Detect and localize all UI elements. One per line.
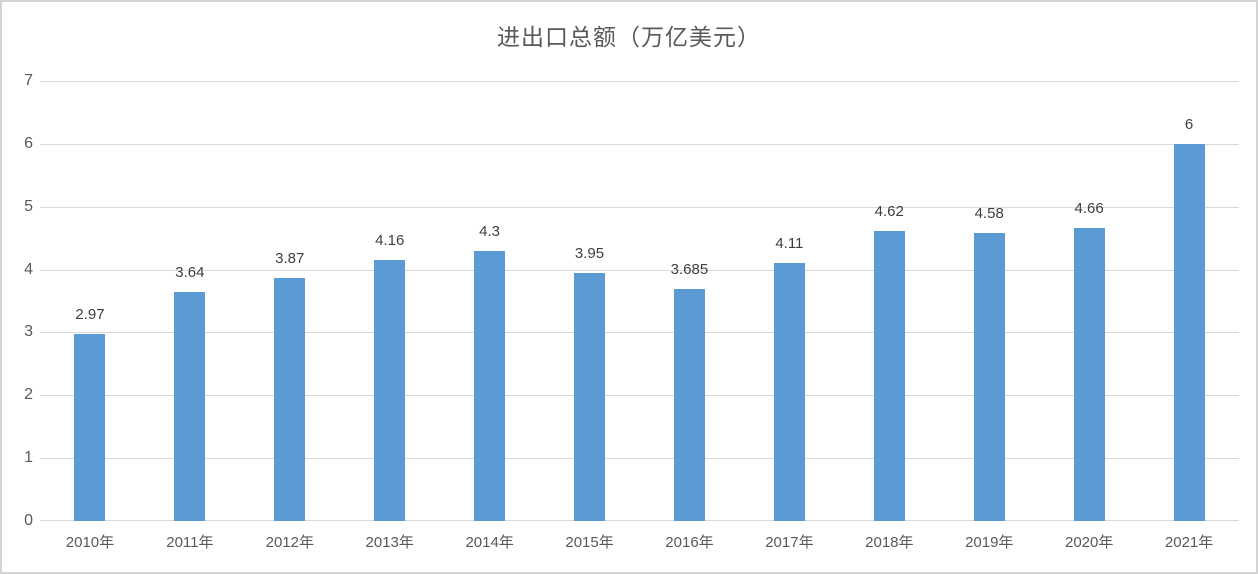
y-tick-label: 6 [24,134,33,152]
y-tick-label: 4 [24,260,33,278]
gridline [40,81,1239,82]
x-tick-label: 2015年 [565,534,614,551]
bar-value-label: 4.16 [375,232,405,249]
bar-value-label: 4.58 [974,205,1004,222]
bar-2013年 [374,260,406,521]
bar-value-label: 4.66 [1074,200,1104,217]
x-tick-label: 2011年 [166,534,214,551]
gridline [40,520,1239,521]
bar-value-label: 4.62 [874,203,904,220]
y-tick-label: 2 [24,386,33,404]
bar-2016年 [673,289,705,521]
y-tick-label: 5 [24,197,33,215]
bar-2020年 [1073,228,1105,521]
bar-2018年 [873,231,905,521]
bar-value-label: 4.3 [479,223,501,240]
x-tick-label: 2010年 [65,534,115,551]
bar-value-label: 3.64 [175,264,205,281]
x-tick-label: 2014年 [465,534,514,551]
bar-2019年 [973,233,1005,521]
bar-2014年 [474,251,506,521]
bar-2012年 [274,278,306,521]
gridline [40,458,1239,460]
bar-value-label: 3.87 [275,250,305,267]
gridline [40,269,1239,271]
x-tick-label: 2017年 [765,534,814,551]
gridline [40,206,1239,208]
bar-2015年 [574,273,606,521]
y-tick-label: 7 [24,72,33,89]
x-tick-label: 2016年 [665,534,714,551]
bar-2010年 [74,334,106,521]
gridline [40,143,1239,145]
bar-2011年 [174,292,206,521]
bar-value-label: 6 [1184,116,1194,133]
bar-value-label: 2.97 [75,306,105,323]
bar-value-label: 3.95 [574,245,605,262]
x-tick-label: 2018年 [865,534,914,551]
x-tick-label: 2020年 [1064,534,1114,551]
gridline [40,395,1239,397]
x-tick-label: 2021年 [1164,534,1214,551]
y-tick-label: 3 [24,323,33,341]
x-tick-label: 2013年 [365,534,414,551]
plot-area: 2.97 3.64 3.87 4.16 4.3 3.95 3.685 4.11 4.62 4.58… [40,81,1239,521]
x-tick-label: 2012年 [265,534,314,551]
x-axis: 2010年 2011年 2012年 2013年 2014年 2015年 2016年 2017年… [40,533,1239,553]
y-tick-label: 1 [24,449,33,467]
x-tick-label: 2019年 [965,534,1014,551]
gridline [40,332,1239,334]
bar-2017年 [773,263,805,521]
chart-title: 进出口总额（万亿美元） [497,24,761,50]
y-tick-label: 0 [24,512,33,529]
bar-value-label: 4.11 [775,235,804,252]
y-axis: 0 1 2 3 4 5 6 7 [2,72,33,529]
bar-2021年 [1173,144,1205,521]
bar-value-label: 3.685 [670,261,709,278]
